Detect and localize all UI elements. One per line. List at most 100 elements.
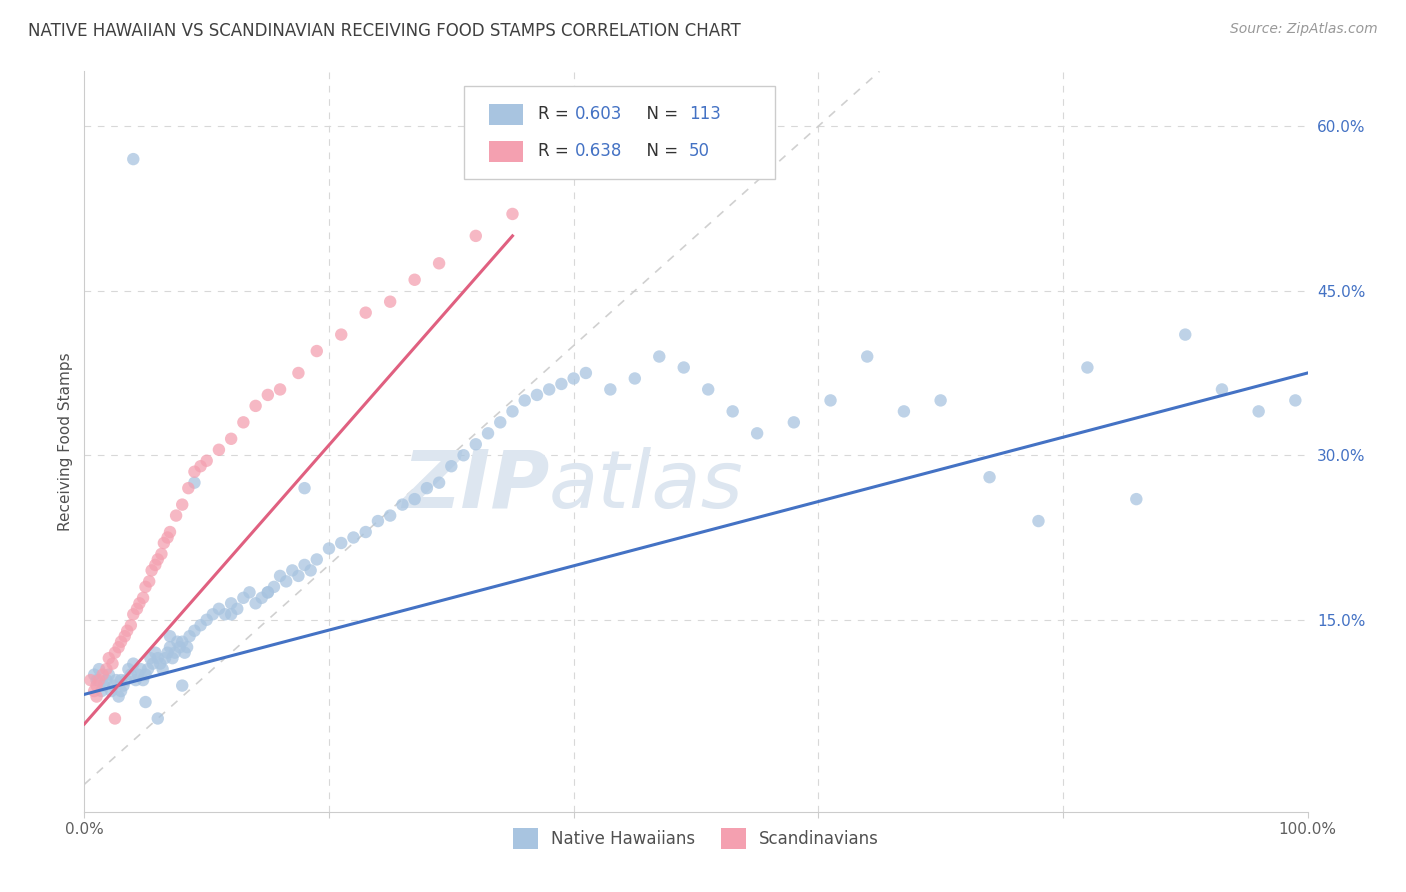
Point — [86, 690, 108, 704]
Point — [183, 624, 205, 638]
Point — [173, 646, 195, 660]
Point — [129, 662, 152, 676]
Point — [1174, 327, 1197, 342]
Point — [219, 432, 242, 446]
Point — [294, 481, 316, 495]
Point — [219, 596, 242, 610]
Point — [513, 393, 536, 408]
Point — [354, 306, 377, 320]
Point — [159, 640, 181, 655]
Point — [269, 569, 291, 583]
Point — [143, 646, 166, 660]
Point — [226, 602, 249, 616]
Point — [245, 596, 267, 610]
Point — [404, 492, 426, 507]
Point — [122, 607, 145, 622]
Point — [276, 574, 298, 589]
Point — [169, 640, 191, 655]
Point — [305, 552, 328, 566]
Point — [120, 667, 142, 681]
Text: 113: 113 — [689, 105, 720, 123]
Text: Source: ZipAtlas.com: Source: ZipAtlas.com — [1230, 22, 1378, 37]
Point — [1284, 393, 1306, 408]
Point — [294, 558, 316, 572]
Point — [96, 673, 118, 687]
Point — [1125, 492, 1147, 507]
Point — [1076, 360, 1098, 375]
Point — [125, 602, 148, 616]
FancyBboxPatch shape — [464, 87, 776, 178]
Point — [103, 679, 125, 693]
Point — [139, 651, 162, 665]
Point — [250, 591, 273, 605]
Point — [820, 393, 842, 408]
Point — [502, 207, 524, 221]
Point — [146, 711, 169, 725]
Point — [453, 448, 475, 462]
Point — [172, 679, 194, 693]
Point — [1247, 404, 1270, 418]
Point — [132, 591, 155, 605]
Point — [163, 646, 186, 660]
Point — [150, 547, 173, 561]
Point — [107, 640, 129, 655]
Point — [135, 667, 157, 681]
Point — [526, 388, 548, 402]
Point — [114, 629, 136, 643]
Point — [159, 629, 181, 643]
Point — [91, 667, 114, 681]
Point — [391, 498, 413, 512]
Point — [122, 152, 145, 166]
Point — [440, 459, 463, 474]
Point — [86, 679, 108, 693]
Point — [87, 673, 110, 687]
Point — [165, 508, 187, 523]
Point — [190, 459, 212, 474]
Point — [143, 558, 166, 572]
Point — [115, 673, 138, 687]
Point — [575, 366, 598, 380]
Point — [153, 651, 176, 665]
Point — [166, 634, 188, 648]
Text: 50: 50 — [689, 143, 710, 161]
Point — [132, 673, 155, 687]
Point — [624, 371, 647, 385]
Point — [141, 563, 163, 577]
Point — [156, 646, 179, 660]
Point — [427, 256, 450, 270]
Point — [416, 481, 439, 495]
Point — [550, 376, 572, 391]
Point — [287, 366, 309, 380]
Point — [281, 563, 304, 577]
Point — [219, 607, 242, 622]
Point — [538, 383, 561, 397]
Point — [156, 531, 179, 545]
Point — [107, 690, 129, 704]
Point — [122, 657, 145, 671]
Point — [90, 684, 112, 698]
Point — [112, 679, 135, 693]
Point — [195, 454, 218, 468]
Point — [176, 640, 198, 655]
FancyBboxPatch shape — [489, 141, 523, 161]
Point — [146, 552, 169, 566]
Point — [404, 273, 426, 287]
Text: 0.603: 0.603 — [575, 105, 623, 123]
Point — [1028, 514, 1050, 528]
Point — [96, 662, 118, 676]
Point — [142, 657, 165, 671]
Point — [101, 657, 124, 671]
Point — [97, 651, 120, 665]
Point — [127, 667, 149, 681]
Point — [263, 580, 285, 594]
Y-axis label: Receiving Food Stamps: Receiving Food Stamps — [58, 352, 73, 531]
Legend: Native Hawaiians, Scandinavians: Native Hawaiians, Scandinavians — [506, 822, 886, 855]
Point — [104, 646, 127, 660]
Point — [929, 393, 952, 408]
Point — [427, 475, 450, 490]
Point — [104, 711, 127, 725]
Point — [201, 607, 224, 622]
Point — [380, 294, 402, 309]
Point — [100, 684, 122, 698]
Point — [190, 618, 212, 632]
